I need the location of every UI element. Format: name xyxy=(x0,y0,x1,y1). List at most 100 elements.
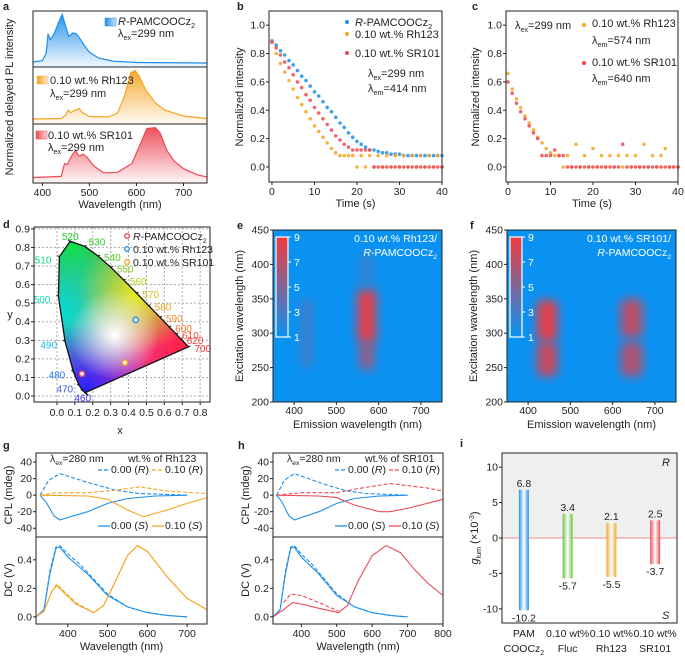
heatmap-cell xyxy=(359,254,375,289)
data-point xyxy=(514,101,519,105)
data-point xyxy=(355,165,359,169)
text-segment: ) xyxy=(382,464,386,476)
category-label: Rh123 xyxy=(596,643,627,655)
legend-swatch xyxy=(35,130,48,140)
legend-marker xyxy=(345,51,349,55)
bar-value-label: 3.4 xyxy=(560,502,575,514)
heatmap-cell xyxy=(536,342,558,377)
y-tick-label: 0.1 xyxy=(15,372,30,384)
data-point xyxy=(316,94,321,98)
y-tick-label: 300 xyxy=(485,328,503,340)
text-segment: g xyxy=(469,558,481,565)
bar xyxy=(650,520,661,565)
x-tick-label: 700 xyxy=(412,405,430,417)
x-tick-label: 500 xyxy=(81,187,99,199)
sample-label: R-PAMCOOCz2 xyxy=(363,247,437,261)
data-point xyxy=(350,148,355,152)
dc-curve xyxy=(272,544,444,618)
data-point xyxy=(401,165,406,169)
text-segment: 0.10 ( xyxy=(402,520,429,532)
data-point xyxy=(582,165,587,169)
r-region xyxy=(502,453,677,538)
text-segment: λ xyxy=(368,68,374,80)
data-point xyxy=(274,46,279,50)
x-axis-label: Wavelength (nm) xyxy=(316,641,399,653)
legend-label: 0.10 wt.% SR101 xyxy=(355,48,440,60)
y-tick-label: 40 xyxy=(257,457,269,469)
data-point xyxy=(514,97,519,101)
legend-label: 0.10 wt.% Rh123 xyxy=(355,29,439,41)
legend-label: 0.10 wt.% Rh123 xyxy=(133,244,213,256)
y-tick-label: 0.2 xyxy=(254,583,269,595)
y-tick-label: 20 xyxy=(20,473,32,485)
data-point xyxy=(659,165,663,169)
data-point xyxy=(603,165,608,169)
data-point xyxy=(380,165,385,169)
plot-frame xyxy=(33,226,211,403)
data-point xyxy=(397,152,402,156)
data-point xyxy=(552,153,557,158)
data-point xyxy=(410,165,415,169)
x-tick-label: 600 xyxy=(128,187,146,199)
spectrum-line xyxy=(32,126,208,179)
panel-label: g xyxy=(3,440,10,452)
x-tick-label: 0.4 xyxy=(121,407,136,419)
locus-tick xyxy=(62,339,66,342)
data-point xyxy=(599,165,604,169)
cpl-curve xyxy=(39,473,188,496)
text-segment: 0.00 ( xyxy=(111,464,138,476)
wavelength-label: 520 xyxy=(62,232,79,243)
panel-label: i xyxy=(460,438,463,450)
y-tick-label: 0.6 xyxy=(250,76,265,88)
y-axis-label: Normalized intensity xyxy=(234,47,246,147)
data-point xyxy=(312,124,317,128)
wavelength-label: 470 xyxy=(56,384,73,395)
data-point xyxy=(342,142,347,147)
text-segment: ) xyxy=(382,520,386,532)
text-segment: λ xyxy=(48,142,54,154)
dc-frame xyxy=(35,536,208,625)
data-point xyxy=(510,87,514,91)
x-tick-label: 10 xyxy=(545,186,557,198)
data-point xyxy=(667,165,672,169)
data-point xyxy=(389,152,393,156)
data-point xyxy=(316,111,321,115)
text-segment: ) xyxy=(469,511,481,515)
data-point xyxy=(299,85,304,90)
data-point xyxy=(325,105,330,110)
y-tick-label: 0.6 xyxy=(15,279,30,291)
data-point xyxy=(287,58,291,63)
legend-title: wt.% of Rh123 xyxy=(127,453,196,465)
text-segment: 0.10 wt.% Rh123/ xyxy=(354,233,437,245)
colorbar-label: 9 xyxy=(528,232,534,244)
text-segment: ) xyxy=(199,464,203,476)
y-tick-label: 0.0 xyxy=(15,391,30,403)
category-label: 0.10 wt% xyxy=(546,628,589,640)
wavelength-label: 580 xyxy=(155,303,172,314)
text-segment: ) xyxy=(436,520,440,532)
cie-point xyxy=(132,316,140,324)
data-point xyxy=(274,51,279,56)
emission-note: λem=574 nm xyxy=(592,35,651,49)
x-tick-label: 600 xyxy=(370,405,388,417)
locus-tick xyxy=(56,294,59,297)
y-tick-label: 0.8 xyxy=(15,242,30,254)
text-segment: S xyxy=(429,520,436,532)
text-segment: =299 nm xyxy=(131,28,174,40)
data-point xyxy=(372,165,376,169)
data-point xyxy=(295,68,300,73)
text-segment: (×10 xyxy=(469,522,481,547)
text-segment: λ xyxy=(50,88,56,100)
text-segment: λ xyxy=(592,73,598,85)
x-tick-label: 400 xyxy=(293,628,311,640)
x-axis-label: Wavelength (nm) xyxy=(80,641,163,653)
x-tick-label: 20 xyxy=(587,186,599,198)
text-segment: lum xyxy=(475,547,483,559)
data-point xyxy=(540,141,544,145)
text-segment: 0.10 ( xyxy=(402,464,429,476)
panel-label: d xyxy=(3,219,10,231)
data-point xyxy=(535,136,540,141)
y-tick-label: 200 xyxy=(251,397,269,409)
data-point xyxy=(620,165,625,169)
panel-label: c xyxy=(472,1,478,13)
